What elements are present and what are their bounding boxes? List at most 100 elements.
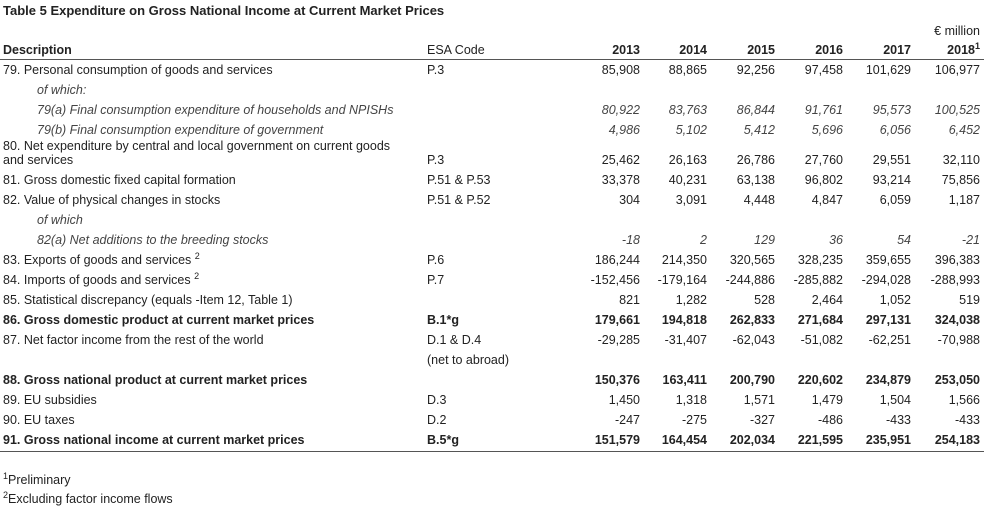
cell-value: 25,462 xyxy=(601,153,640,167)
cell-value: 106,977 xyxy=(934,63,980,77)
cell-value: 2,464 xyxy=(811,293,843,307)
cell-value: 1,282 xyxy=(675,293,707,307)
esa-code: D.2 xyxy=(427,413,447,427)
row-description: 79. Personal consumption of goods and se… xyxy=(3,63,273,77)
cell-value: 6,056 xyxy=(879,123,911,137)
row-description: of which xyxy=(37,213,83,227)
cell-value: 821 xyxy=(619,293,640,307)
cell-value: 164,454 xyxy=(661,433,707,447)
cell-value: 40,231 xyxy=(668,173,707,187)
cell-value: -275 xyxy=(681,413,707,427)
cell-value: 1,479 xyxy=(811,393,843,407)
description-text: 79. Personal consumption of goods and se… xyxy=(3,63,273,77)
row-description: 85. Statistical discrepancy (equals -Ite… xyxy=(3,293,293,307)
cell-value: 1,504 xyxy=(879,393,911,407)
header-esa: ESA Code xyxy=(427,43,485,57)
year-note: 1 xyxy=(974,41,980,51)
description-text: 82. Value of physical changes in stocks xyxy=(3,193,221,207)
cell-value: 6,452 xyxy=(948,123,980,137)
cell-value: 97,458 xyxy=(804,63,843,77)
row-description: 79(a) Final consumption expenditure of h… xyxy=(37,103,393,117)
cell-value: 5,102 xyxy=(675,123,707,137)
cell-value: 101,629 xyxy=(865,63,911,77)
row-description: 82(a) Net additions to the breeding stoc… xyxy=(37,233,268,247)
esa-code: P.3 xyxy=(427,63,445,77)
unit: € million xyxy=(934,24,980,38)
description-text: 79(b) Final consumption expenditure of g… xyxy=(37,123,324,137)
footnote-text: Excluding factor income flows xyxy=(8,492,173,506)
cell-value: -486 xyxy=(817,413,843,427)
cell-value: 262,833 xyxy=(729,313,775,327)
cell-value: 26,786 xyxy=(736,153,775,167)
cell-value: 92,256 xyxy=(736,63,775,77)
description-text: 86. Gross domestic product at current ma… xyxy=(3,313,315,327)
cell-value: 234,879 xyxy=(865,373,911,387)
cell-value: 320,565 xyxy=(729,253,775,267)
esa-code: B.5*g xyxy=(427,433,459,447)
cell-value: 271,684 xyxy=(797,313,843,327)
description-text: 83. Exports of goods and services xyxy=(3,253,192,267)
row-description: 79(b) Final consumption expenditure of g… xyxy=(37,123,323,137)
esa-code: P.6 xyxy=(427,253,445,267)
description-text: 81. Gross domestic fixed capital formati… xyxy=(3,173,236,187)
bottom-rule xyxy=(0,451,984,452)
cell-value: 63,138 xyxy=(736,173,775,187)
cell-value: 36 xyxy=(829,233,843,247)
cell-value: 1,566 xyxy=(948,393,980,407)
cell-value: -62,043 xyxy=(732,333,775,347)
cell-value: 88,865 xyxy=(668,63,707,77)
cell-value: 3,091 xyxy=(675,193,707,207)
row-description: 86. Gross domestic product at current ma… xyxy=(3,313,314,327)
cell-value: 4,847 xyxy=(811,193,843,207)
description-text: 85. Statistical discrepancy (equals -Ite… xyxy=(3,293,293,307)
cell-value: -247 xyxy=(614,413,640,427)
cell-value: 1,318 xyxy=(675,393,707,407)
cell-value: 4,448 xyxy=(743,193,775,207)
description-text: 79(a) Final consumption expenditure of h… xyxy=(37,103,394,117)
description-text: 84. Imports of goods and services xyxy=(3,273,191,287)
cell-value: 85,908 xyxy=(601,63,640,77)
cell-value: 1,187 xyxy=(948,193,980,207)
cell-value: -152,456 xyxy=(590,273,640,287)
year-label: 2014 xyxy=(679,43,707,57)
header-year: 2014 xyxy=(679,43,707,57)
row-description: 88. Gross national product at current ma… xyxy=(3,373,307,387)
esa-code: P.51 & P.53 xyxy=(427,173,491,187)
row-description: 91. Gross national income at current mar… xyxy=(3,433,305,447)
cell-value: -433 xyxy=(885,413,911,427)
cell-value: 221,595 xyxy=(797,433,843,447)
cell-value: 5,696 xyxy=(811,123,843,137)
row-description: 83. Exports of goods and services 2 xyxy=(3,252,200,268)
description-text: 87. Net factor income from the rest of t… xyxy=(3,333,264,347)
cell-value: 202,034 xyxy=(729,433,775,447)
cell-value: 194,818 xyxy=(661,313,707,327)
cell-value: -244,886 xyxy=(725,273,775,287)
cell-value: 235,951 xyxy=(865,433,911,447)
cell-value: -18 xyxy=(621,233,640,247)
year-label: 2015 xyxy=(747,43,775,57)
cell-value: -29,285 xyxy=(597,333,640,347)
description-text: 91. Gross national income at current mar… xyxy=(3,433,305,447)
footnote-text: Preliminary xyxy=(8,473,71,487)
cell-value: 179,661 xyxy=(594,313,640,327)
cell-value: -285,882 xyxy=(793,273,843,287)
esa-code: P.3 xyxy=(427,153,445,167)
cell-value: 4,986 xyxy=(608,123,640,137)
cell-value: 1,450 xyxy=(608,393,640,407)
cell-value: 163,411 xyxy=(662,373,708,387)
cell-value: 214,350 xyxy=(661,253,707,267)
cell-value: 150,376 xyxy=(594,373,640,387)
header-description: Description xyxy=(3,43,72,57)
description-text: 88. Gross national product at current ma… xyxy=(3,373,308,387)
cell-value: 32,110 xyxy=(942,153,980,167)
description-text: 89. EU subsidies xyxy=(3,393,97,407)
cell-value: 324,038 xyxy=(934,313,980,327)
description-text: 90. EU taxes xyxy=(3,413,75,427)
cell-value: 91,761 xyxy=(804,103,843,117)
esa-code: P.7 xyxy=(427,273,445,287)
cell-value: 75,856 xyxy=(941,173,980,187)
cell-value: 5,412 xyxy=(743,123,775,137)
cell-value: 2 xyxy=(700,233,707,247)
cell-value: -51,082 xyxy=(800,333,843,347)
cell-value: -288,993 xyxy=(930,273,980,287)
